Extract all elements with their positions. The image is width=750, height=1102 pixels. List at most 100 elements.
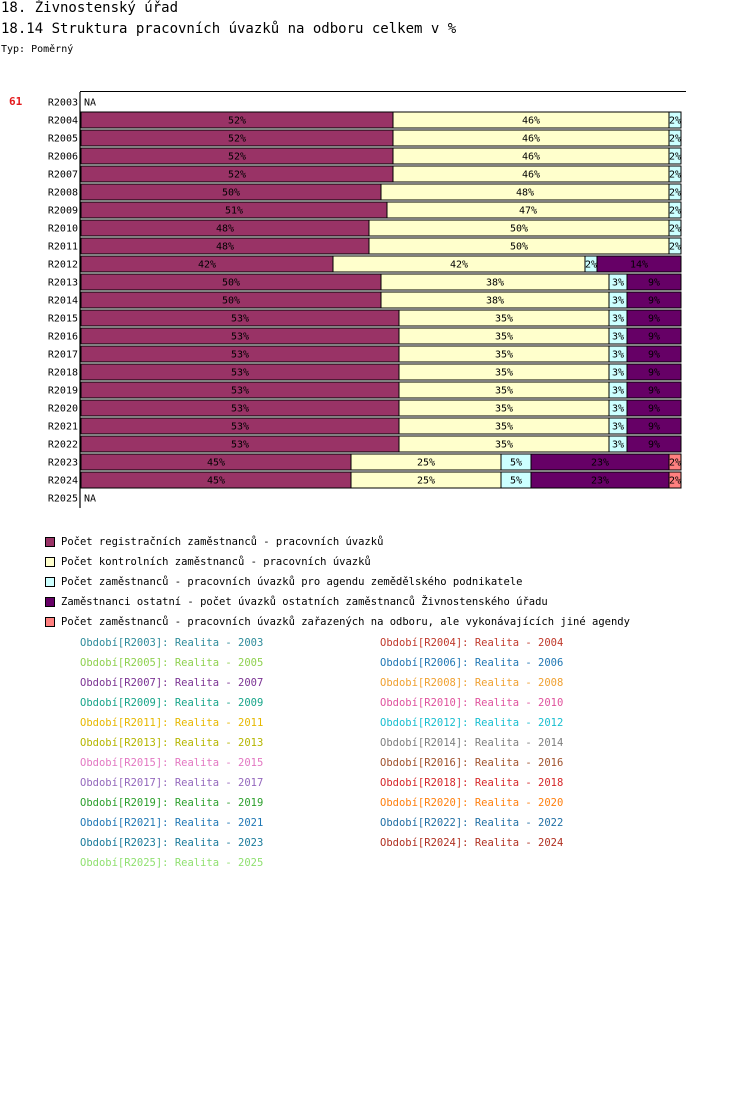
data-label: 9% bbox=[648, 404, 660, 415]
legend-item: Počet zaměstnanců - pracovních úvazků za… bbox=[45, 612, 630, 632]
category-label: R2010 bbox=[48, 224, 78, 235]
na-label: NA bbox=[84, 98, 96, 109]
data-label: 3% bbox=[612, 422, 624, 433]
data-label: 50% bbox=[222, 296, 240, 307]
bar-segment bbox=[668, 471, 682, 489]
bar-segment bbox=[626, 327, 682, 345]
data-label: 25% bbox=[417, 476, 435, 487]
data-label: 25% bbox=[417, 458, 435, 469]
period-item: Období[R2021]: Realita - 2021 bbox=[80, 817, 264, 829]
data-label: 53% bbox=[231, 350, 249, 361]
legend-item: Počet zaměstnanců - pracovních úvazků pr… bbox=[45, 572, 630, 592]
legend: Počet registračních zaměstnanců - pracov… bbox=[45, 532, 630, 632]
bar-segment bbox=[668, 453, 682, 471]
bar-segment bbox=[626, 417, 682, 435]
legend-swatch bbox=[45, 557, 55, 567]
legend-label: Počet kontrolních zaměstnanců - pracovní… bbox=[61, 556, 371, 568]
data-label: 47% bbox=[519, 206, 537, 217]
bar-segment bbox=[626, 309, 682, 327]
category-label: R2014 bbox=[48, 296, 78, 307]
category-label: R2013 bbox=[48, 278, 78, 289]
data-label: 2% bbox=[669, 476, 681, 487]
data-label: 9% bbox=[648, 368, 660, 379]
data-label: 52% bbox=[228, 170, 246, 181]
bar-segment bbox=[668, 201, 682, 219]
data-label: 46% bbox=[522, 170, 540, 181]
data-label: 2% bbox=[585, 260, 597, 271]
data-label: 5% bbox=[510, 458, 522, 469]
period-item: Období[R2012]: Realita - 2012 bbox=[380, 717, 564, 729]
category-label: R2019 bbox=[48, 386, 78, 397]
data-label: 50% bbox=[222, 188, 240, 199]
data-label: 2% bbox=[669, 224, 681, 235]
bar-segment bbox=[668, 183, 682, 201]
data-label: 45% bbox=[207, 458, 225, 469]
data-label: 2% bbox=[669, 152, 681, 163]
legend-swatch bbox=[45, 617, 55, 627]
bar-segment bbox=[626, 273, 682, 291]
category-label: R2015 bbox=[48, 314, 78, 325]
category-label: R2017 bbox=[48, 350, 78, 361]
period-item: Období[R2020]: Realita - 2020 bbox=[380, 797, 564, 809]
category-label: R2011 bbox=[48, 242, 78, 253]
data-label: 3% bbox=[612, 386, 624, 397]
category-label: R2024 bbox=[48, 476, 78, 487]
data-label: 35% bbox=[495, 422, 513, 433]
period-item: Období[R2006]: Realita - 2006 bbox=[380, 657, 564, 669]
data-label: 46% bbox=[522, 152, 540, 163]
data-label: 38% bbox=[486, 278, 504, 289]
period-item: Období[R2019]: Realita - 2019 bbox=[80, 797, 264, 809]
category-label: R2006 bbox=[48, 152, 78, 163]
bar-segment bbox=[668, 129, 682, 147]
data-label: 35% bbox=[495, 368, 513, 379]
data-label: 2% bbox=[669, 116, 681, 127]
data-label: 42% bbox=[450, 260, 468, 271]
data-label: 35% bbox=[495, 332, 513, 343]
data-label: 3% bbox=[612, 350, 624, 361]
na-label: NA bbox=[84, 494, 96, 505]
period-item: Období[R2013]: Realita - 2013 bbox=[80, 737, 264, 749]
data-label: 52% bbox=[228, 134, 246, 145]
data-label: 53% bbox=[231, 368, 249, 379]
data-label: 46% bbox=[522, 134, 540, 145]
data-label: 2% bbox=[669, 134, 681, 145]
data-label: 23% bbox=[591, 476, 609, 487]
data-label: 52% bbox=[228, 152, 246, 163]
category-label: R2022 bbox=[48, 440, 78, 451]
category-label: R2021 bbox=[48, 422, 78, 433]
data-label: 9% bbox=[648, 314, 660, 325]
legend-swatch bbox=[45, 537, 55, 547]
bar-segment bbox=[668, 165, 682, 183]
data-label: 3% bbox=[612, 404, 624, 415]
category-label: R2025 bbox=[48, 494, 78, 505]
data-label: 48% bbox=[216, 242, 234, 253]
data-label: 53% bbox=[231, 332, 249, 343]
data-label: 2% bbox=[669, 458, 681, 469]
data-label: 9% bbox=[648, 350, 660, 361]
data-label: 53% bbox=[231, 386, 249, 397]
bar-segment bbox=[668, 147, 682, 165]
data-label: 2% bbox=[669, 206, 681, 217]
period-item: Období[R2023]: Realita - 2023 bbox=[80, 837, 264, 849]
bar-segment bbox=[668, 237, 682, 255]
period-item: Období[R2022]: Realita - 2022 bbox=[380, 817, 564, 829]
data-label: 48% bbox=[216, 224, 234, 235]
data-label: 14% bbox=[630, 260, 648, 271]
legend-swatch bbox=[45, 577, 55, 587]
data-label: 42% bbox=[198, 260, 216, 271]
period-item: Období[R2017]: Realita - 2017 bbox=[80, 777, 264, 789]
legend-item: Počet kontrolních zaměstnanců - pracovní… bbox=[45, 552, 630, 572]
data-label: 46% bbox=[522, 116, 540, 127]
bar-segment bbox=[596, 255, 682, 273]
category-label: R2018 bbox=[48, 368, 78, 379]
data-label: 51% bbox=[225, 206, 243, 217]
chart-id: 61 bbox=[9, 95, 23, 108]
data-label: 3% bbox=[612, 440, 624, 451]
data-label: 3% bbox=[612, 296, 624, 307]
period-item: Období[R2004]: Realita - 2004 bbox=[380, 637, 564, 649]
period-item: Období[R2016]: Realita - 2016 bbox=[380, 757, 564, 769]
data-label: 35% bbox=[495, 440, 513, 451]
bar-segment bbox=[668, 111, 682, 129]
period-item: Období[R2018]: Realita - 2018 bbox=[380, 777, 564, 789]
period-item: Období[R2024]: Realita - 2024 bbox=[380, 837, 564, 849]
